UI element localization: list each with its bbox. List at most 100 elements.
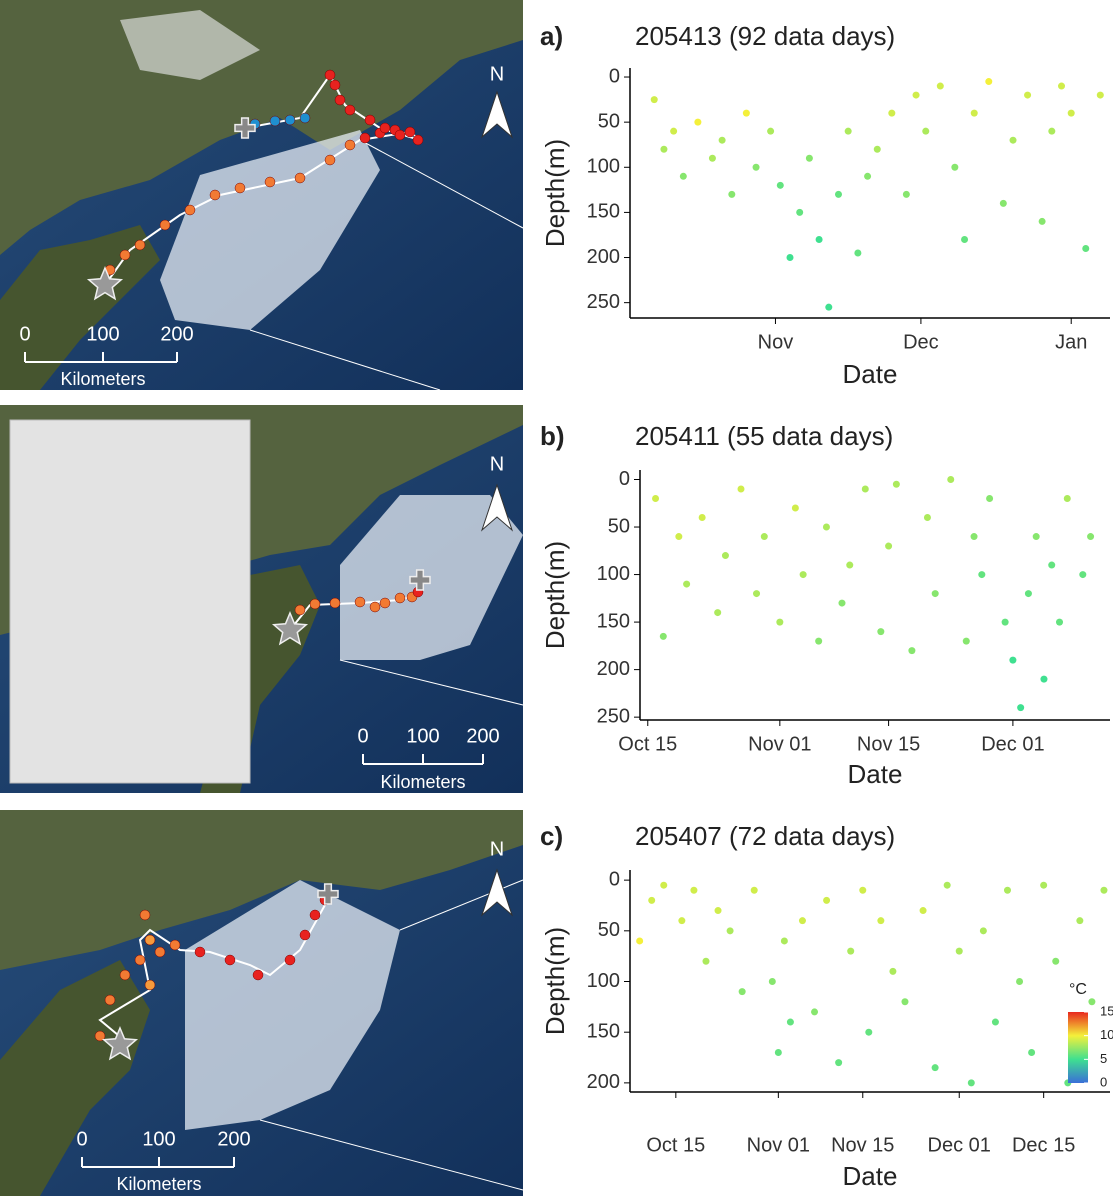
y-axis-title: Depth(m) (540, 927, 570, 1035)
track-point (120, 970, 130, 980)
scale-label: 200 (160, 323, 193, 345)
scale-unit: Kilometers (116, 1174, 201, 1194)
scale-label: 0 (19, 323, 30, 345)
depth-point (838, 600, 845, 607)
track-point (120, 250, 130, 260)
scale-label: 200 (217, 1128, 250, 1150)
x-tick-label: Nov 15 (857, 733, 920, 755)
depth-point (901, 998, 908, 1005)
depth-point (885, 543, 892, 550)
depth-point (1017, 704, 1024, 711)
y-tick-label: 200 (587, 1071, 620, 1093)
depth-point (963, 638, 970, 645)
track-point (225, 955, 235, 965)
depth-point (1076, 917, 1083, 924)
depth-point (719, 137, 726, 144)
depth-point (825, 304, 832, 311)
depth-point (1028, 1049, 1035, 1056)
depth-point (922, 128, 929, 135)
y-tick-label: 100 (597, 563, 630, 585)
track-point (185, 205, 195, 215)
y-tick-label: 0 (609, 868, 620, 890)
x-tick-label: Dec (903, 331, 939, 353)
depth-point (1064, 495, 1071, 502)
track-point (145, 935, 155, 945)
y-axis-title: Depth(m) (540, 541, 570, 649)
map-a (0, 0, 523, 390)
depth-point (951, 164, 958, 171)
depth-point (1000, 200, 1007, 207)
depth-point (889, 968, 896, 975)
x-axis-title: Date (848, 759, 903, 789)
page: N0100200KilometersN0100200KilometersN010… (0, 0, 1113, 1196)
track-point (285, 115, 295, 125)
depth-point (787, 1019, 794, 1026)
panel-label: c) (540, 821, 563, 851)
depth-point (678, 917, 685, 924)
depth-point (652, 495, 659, 502)
depth-point (1052, 958, 1059, 965)
depth-point (986, 495, 993, 502)
y-tick-label: 150 (587, 201, 620, 223)
depth-point (888, 110, 895, 117)
depth-point (992, 1019, 999, 1026)
depth-point (1097, 92, 1104, 99)
depth-point (680, 173, 687, 180)
scale-label: 0 (357, 725, 368, 747)
depth-point (1040, 676, 1047, 683)
depth-point (751, 887, 758, 894)
depth-point (1087, 533, 1094, 540)
x-tick-label: Dec 01 (928, 1134, 991, 1156)
track-point (365, 115, 375, 125)
scale-label: 100 (406, 725, 439, 747)
legend-box (10, 420, 250, 783)
x-axis-title: Date (843, 359, 898, 389)
depth-point (968, 1079, 975, 1086)
depth-point (874, 146, 881, 153)
depth-point (859, 887, 866, 894)
depth-point (690, 887, 697, 894)
charts: a)205413 (92 data days)DateDepth(m)05010… (540, 21, 1113, 1191)
colorbar-label: 15 (1100, 1003, 1113, 1018)
depth-point (816, 236, 823, 243)
track-point (210, 190, 220, 200)
x-tick-label: Nov 01 (747, 1134, 810, 1156)
depth-point (1024, 92, 1031, 99)
track-point (300, 930, 310, 940)
depth-point (1048, 562, 1055, 569)
y-axis-title: Depth(m) (540, 139, 570, 247)
depth-point (877, 917, 884, 924)
y-tick-label: 0 (619, 468, 630, 490)
depth-point (800, 571, 807, 578)
track-point (370, 602, 380, 612)
y-tick-label: 250 (587, 291, 620, 313)
depth-point (767, 128, 774, 135)
depth-point (636, 937, 643, 944)
depth-point (727, 927, 734, 934)
depth-point (1010, 137, 1017, 144)
depth-point (865, 1029, 872, 1036)
track-point (310, 910, 320, 920)
depth-point (823, 897, 830, 904)
depth-point (702, 958, 709, 965)
track-point (170, 940, 180, 950)
depth-point (1002, 619, 1009, 626)
track-point (295, 605, 305, 615)
track-point (270, 116, 280, 126)
depth-point (769, 978, 776, 985)
depth-point (1088, 998, 1095, 1005)
colorbar (1068, 1012, 1088, 1083)
y-tick-label: 150 (597, 610, 630, 632)
depth-point (694, 119, 701, 126)
track-point (135, 955, 145, 965)
colorbar-label: 5 (1100, 1051, 1107, 1066)
scale-label: 100 (142, 1128, 175, 1150)
track-point (345, 140, 355, 150)
scale-label: 100 (86, 323, 119, 345)
track-point (335, 95, 345, 105)
depth-point (924, 514, 931, 521)
depth-point (714, 609, 721, 616)
depth-point (670, 128, 677, 135)
depth-point (709, 155, 716, 162)
colorbar-label: 0 (1100, 1074, 1107, 1089)
